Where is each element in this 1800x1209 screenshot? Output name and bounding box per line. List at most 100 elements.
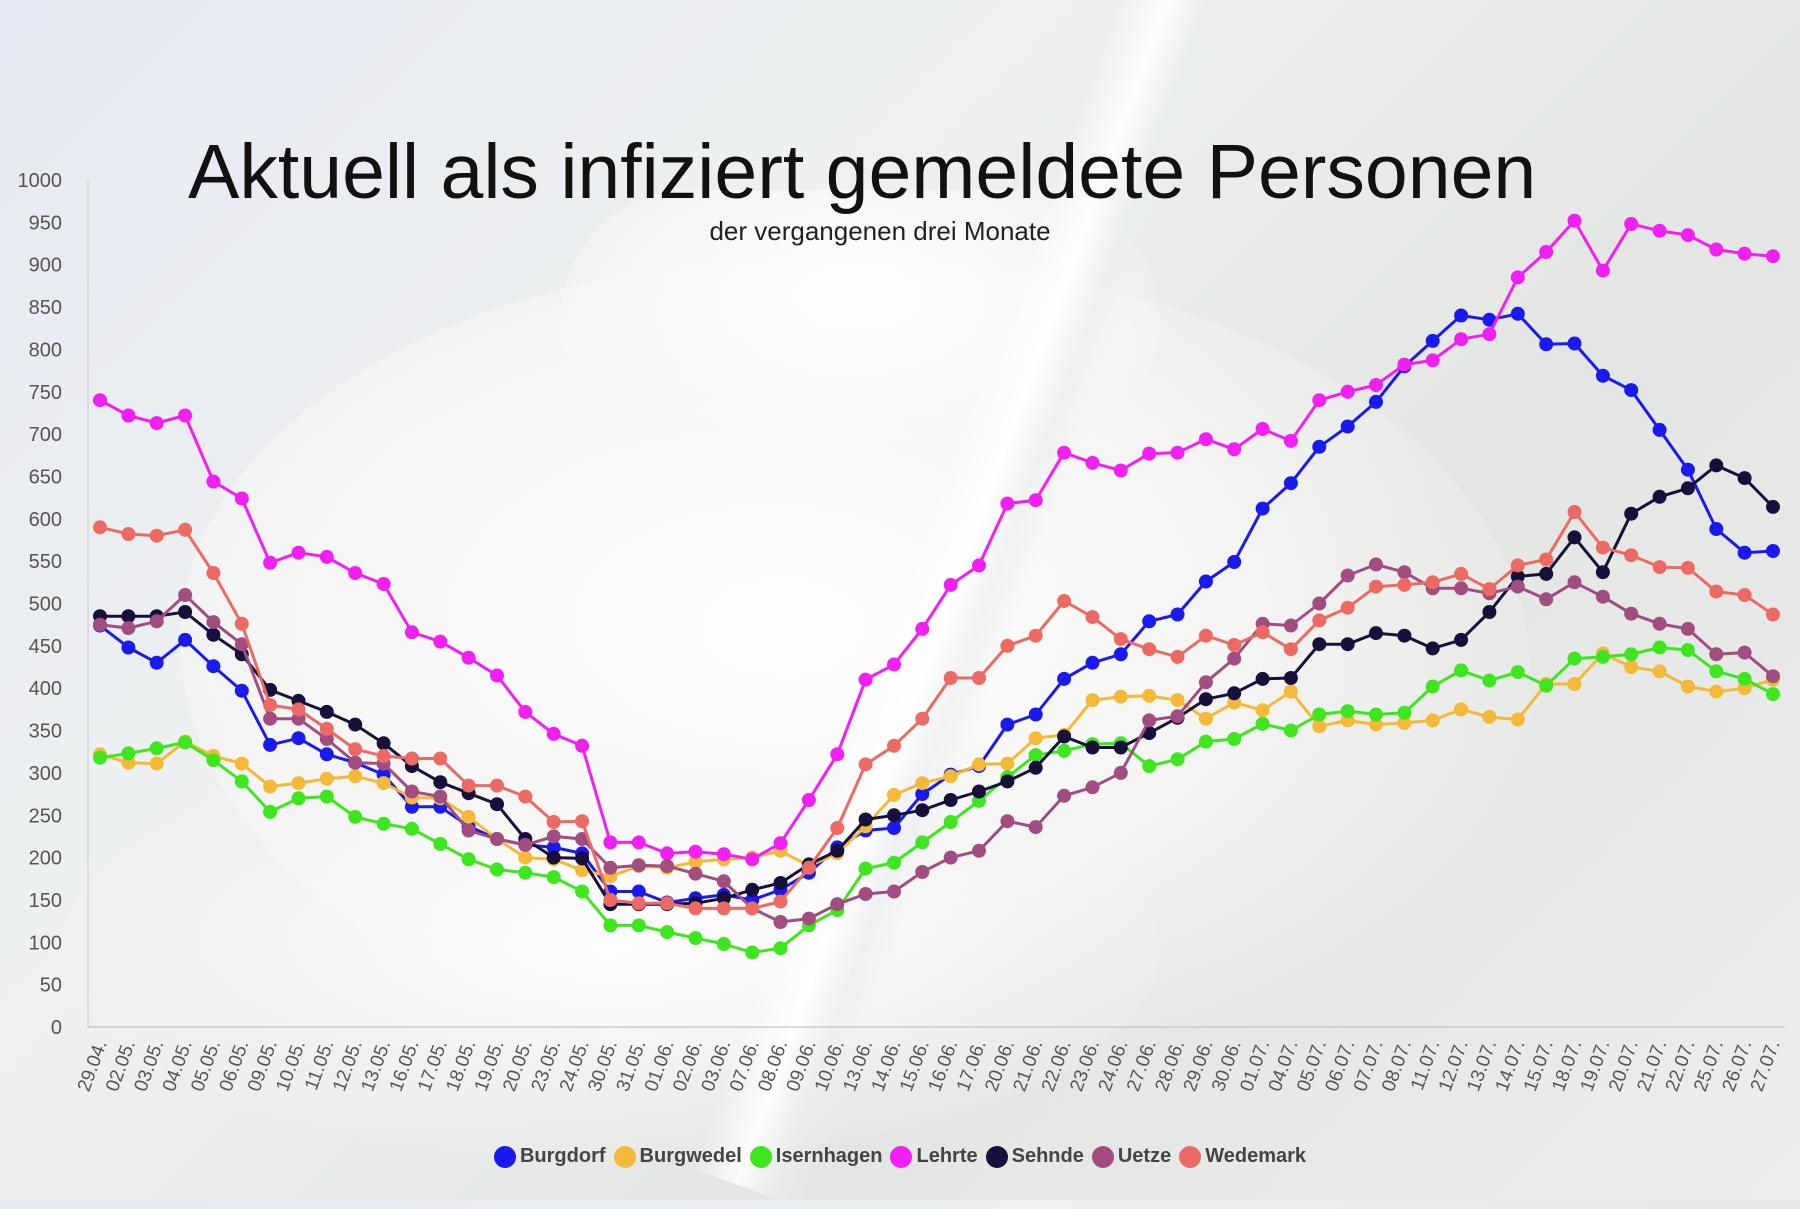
data-point[interactable] [1709,522,1724,536]
data-point[interactable] [461,809,476,824]
data-point[interactable] [603,835,618,850]
data-point[interactable] [1709,242,1724,257]
data-point[interactable] [1113,647,1128,662]
data-point[interactable] [518,704,533,719]
data-point[interactable] [291,545,306,560]
data-point[interactable] [348,717,363,732]
data-point[interactable] [376,776,391,791]
data-point[interactable] [376,749,391,763]
data-point[interactable] [1766,687,1780,702]
data-point[interactable] [688,866,703,881]
data-point[interactable] [319,747,334,762]
data-point[interactable] [490,832,504,846]
data-point[interactable] [1652,489,1667,504]
data-point[interactable] [1766,607,1780,622]
data-point[interactable] [1510,712,1525,727]
data-point[interactable] [1709,664,1724,679]
data-point[interactable] [546,850,561,865]
data-point[interactable] [263,737,278,752]
data-point[interactable] [858,672,873,687]
data-point[interactable] [603,918,618,933]
data-point[interactable] [1425,641,1440,656]
data-point[interactable] [433,634,448,649]
data-point[interactable] [1085,655,1100,670]
data-point[interactable] [433,775,448,790]
data-point[interactable] [1227,442,1242,457]
data-point[interactable] [915,711,930,726]
data-point[interactable] [1283,642,1298,657]
data-point[interactable] [1227,651,1242,666]
data-point[interactable] [1397,577,1412,592]
data-point[interactable] [801,860,816,875]
data-point[interactable] [1340,637,1355,652]
data-point[interactable] [1425,353,1440,368]
data-point[interactable] [1113,463,1128,478]
data-point[interactable] [1595,649,1610,664]
data-point[interactable] [1397,715,1412,730]
data-point[interactable] [830,897,845,912]
data-point[interactable] [461,823,476,838]
data-point[interactable] [660,896,675,911]
data-point[interactable] [1709,647,1724,662]
data-point[interactable] [943,793,958,807]
data-point[interactable] [745,945,760,960]
data-point[interactable] [1510,569,1525,584]
data-point[interactable] [1028,628,1043,643]
data-point[interactable] [745,901,760,916]
data-point[interactable] [1510,665,1525,680]
data-point[interactable] [1057,743,1072,758]
data-point[interactable] [660,859,675,874]
data-point[interactable] [858,887,873,901]
data-point[interactable] [490,862,504,877]
data-point[interactable] [1510,306,1525,321]
data-point[interactable] [1340,704,1355,719]
data-point[interactable] [178,588,193,602]
data-point[interactable] [518,837,533,852]
data-point[interactable] [1680,621,1695,636]
data-point[interactable] [1482,312,1497,327]
data-point[interactable] [943,850,958,865]
data-point[interactable] [234,683,249,698]
data-point[interactable] [149,416,164,431]
data-point[interactable] [1085,693,1100,708]
data-point[interactable] [1652,422,1667,437]
data-point[interactable] [716,901,731,916]
data-point[interactable] [263,779,278,794]
data-point[interactable] [1000,496,1015,511]
data-point[interactable] [1057,729,1072,744]
data-point[interactable] [1624,660,1639,674]
data-point[interactable] [206,474,221,489]
data-point[interactable] [1255,625,1270,640]
data-point[interactable] [490,778,504,793]
data-point[interactable] [433,751,448,766]
data-point[interactable] [1766,544,1780,558]
data-point[interactable] [490,797,504,812]
data-point[interactable] [178,632,193,647]
data-point[interactable] [234,616,249,631]
data-point[interactable] [546,840,561,855]
data-point[interactable] [1085,780,1100,795]
data-point[interactable] [149,741,164,756]
data-point[interactable] [348,566,363,580]
data-point[interactable] [348,755,363,770]
data-point[interactable] [404,784,419,799]
data-point[interactable] [1085,455,1100,470]
data-point[interactable] [716,874,731,889]
data-point[interactable] [149,655,164,670]
data-point[interactable] [1482,673,1497,688]
data-point[interactable] [972,784,986,799]
data-point[interactable] [121,527,136,541]
data-point[interactable] [830,747,845,762]
data-point[interactable] [1652,664,1667,679]
data-point[interactable] [1595,589,1610,604]
legend-item-wedemark[interactable]: Wedemark [1179,1145,1306,1168]
data-point[interactable] [206,659,221,674]
data-point[interactable] [1057,445,1072,460]
data-point[interactable] [1567,336,1582,351]
data-point[interactable] [1510,270,1525,285]
data-point[interactable] [688,931,703,946]
data-point[interactable] [319,789,334,804]
data-point[interactable] [518,865,533,880]
data-point[interactable] [1539,245,1554,259]
data-point[interactable] [603,860,618,875]
